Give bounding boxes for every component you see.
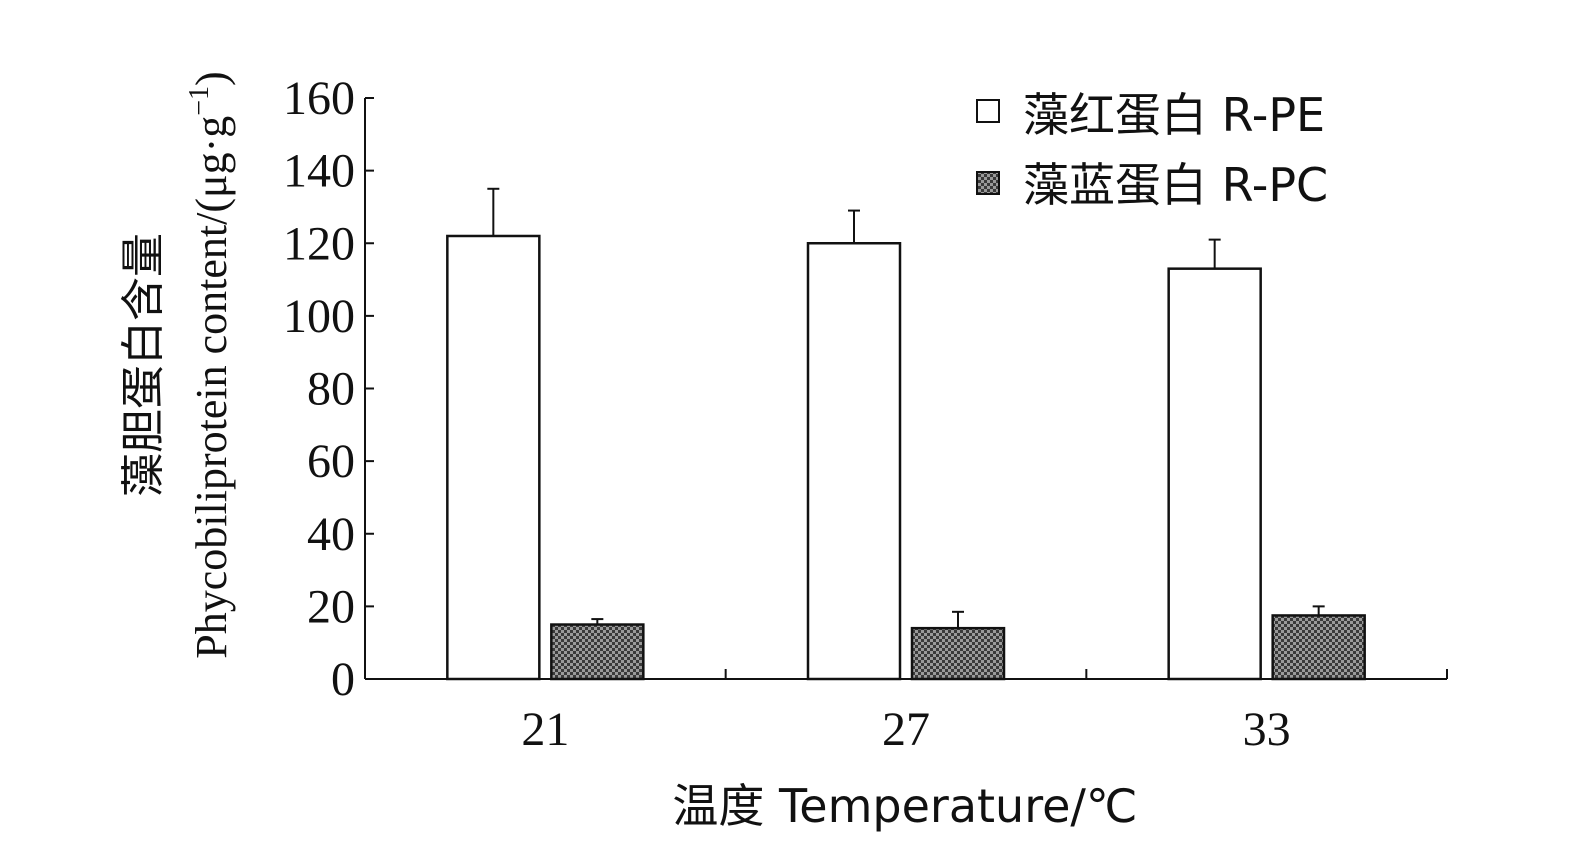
y-axis-label-en-close: ) [187,71,236,86]
legend-label-r-pc: 藻蓝蛋白 R-PC [1023,158,1328,212]
y-tick-label: 40 [307,508,355,561]
legend-label-r-pe: 藻红蛋白 R-PE [1023,88,1325,142]
bar-r-pe [806,242,902,681]
legend: 藻红蛋白 R-PE 藻蓝蛋白 R-PC [976,88,1328,212]
bar-r-pc [550,623,645,681]
x-axis-ticks: 21 27 33 [521,669,1448,756]
x-axis-label: 温度 Temperature/℃ [672,779,1137,833]
y-axis-label-en-main: Phycobiliprotein content/(μg·g [187,116,236,659]
y-tick-label: 160 [283,72,355,125]
bar-r-pc [1271,614,1366,681]
y-axis-label-en: Phycobiliprotein content/(μg·g−1) [184,71,236,658]
y-tick-label: 80 [307,363,355,416]
y-tick-label: 100 [283,290,355,343]
y-axis-label-cn: 藻胆蛋白含量 [118,233,169,497]
y-tick-label: 20 [307,580,355,633]
legend-swatch-r-pc [976,171,1000,195]
y-tick-label: 0 [331,653,355,706]
y-tick-label: 140 [283,145,355,198]
bars-group [446,187,1366,681]
bar-r-pc [910,626,1006,681]
x-tick-label: 21 [521,703,569,756]
y-tick-label: 120 [283,217,355,270]
bar-r-pe [446,234,541,681]
x-tick-label: 33 [1243,703,1291,756]
y-tick-label: 60 [307,435,355,488]
y-axis-label-en-sup: −1 [184,86,215,116]
x-tick-label: 27 [882,703,930,756]
y-axis-ticks: 0 20 40 60 80 100 120 140 160 [283,72,374,706]
legend-swatch-r-pe [976,99,1000,123]
bar-r-pe [1167,267,1262,681]
